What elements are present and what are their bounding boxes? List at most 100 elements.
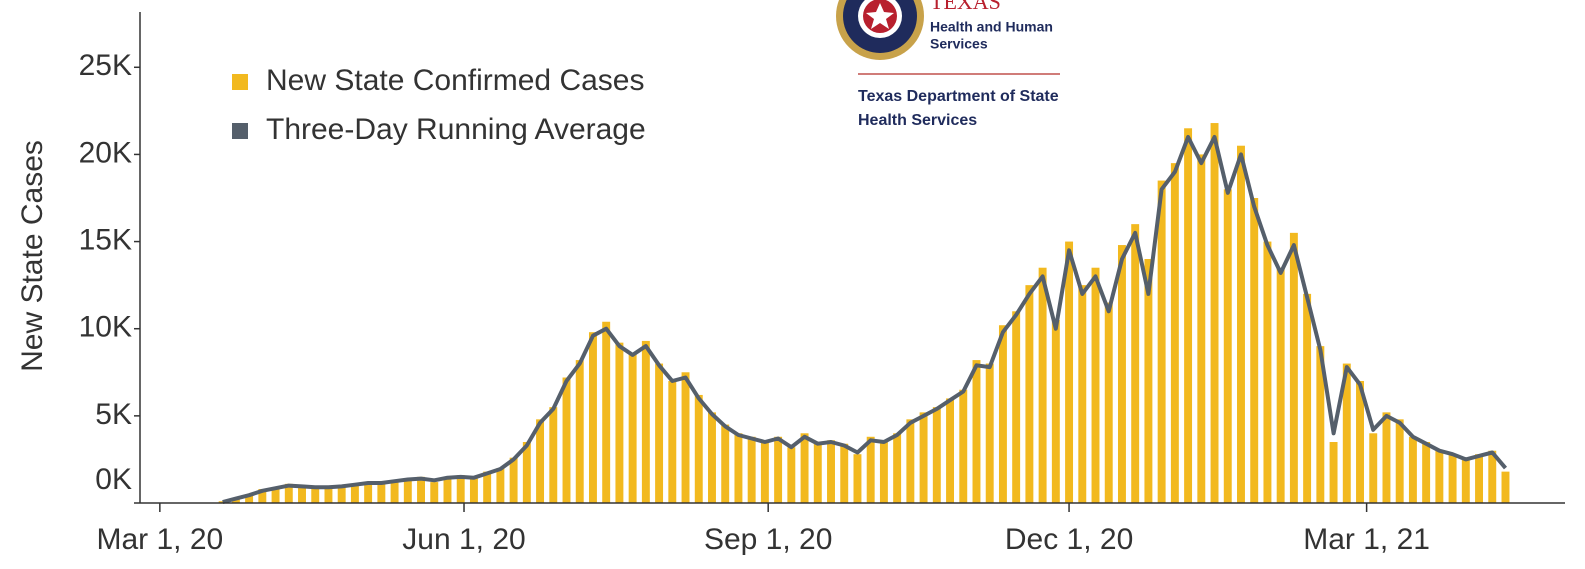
bar [1488,450,1497,503]
bar [1223,189,1232,504]
bar [1025,285,1034,503]
bar [1395,419,1404,503]
bar [1435,450,1444,503]
bar [271,487,280,503]
bar [655,363,664,503]
bar [377,483,386,503]
bar [1012,311,1021,503]
bar [456,475,465,503]
bar [985,363,994,503]
bar [1342,363,1351,503]
bar [350,483,359,503]
line [222,135,1508,505]
bar [1131,224,1140,503]
bar [258,489,267,503]
bar [734,433,743,503]
bar [879,440,888,503]
bar [893,433,902,503]
logo-text: Texas Department of State [858,88,1059,105]
bar [549,407,558,503]
bar [483,471,492,503]
bar [641,340,650,503]
bar [324,487,333,503]
bar [1356,381,1364,503]
bar [1329,442,1338,503]
bar [443,476,452,503]
bar [1170,163,1179,503]
bar [1104,302,1113,503]
bar [1250,198,1259,503]
bar [602,321,611,503]
bar [496,468,505,503]
bar [417,476,425,503]
bar [1316,346,1325,503]
bar [919,412,928,503]
bar [1501,471,1510,503]
y-tick-label: 0K [95,463,132,496]
bar [906,419,915,503]
bar [1448,454,1457,503]
y-tick-label: 10K [79,311,132,344]
bar [628,353,637,503]
bar [337,485,346,503]
y-tick-label: 20K [79,136,132,169]
legend-label: Three-Day Running Average [266,113,646,146]
bar [562,377,571,503]
bar [760,442,769,503]
logo-text: Health Services [858,112,977,129]
bar [946,398,955,503]
x-tick-label: Dec 1, 20 [1005,523,1133,556]
bar [522,442,531,503]
bar [1065,241,1074,504]
y-tick-label: 5K [95,398,132,431]
y-tick-label: 15K [79,223,132,256]
bar [853,454,862,503]
bar [469,478,478,503]
bar [932,407,941,503]
bar [1408,436,1417,503]
bar [668,381,677,503]
bar [218,501,227,503]
bar [1117,245,1126,504]
bar [1091,267,1100,503]
legend-swatch [232,123,248,139]
bar [1289,232,1298,503]
bar [1051,320,1060,503]
bar [1461,459,1470,503]
bar [509,457,518,503]
bar [787,447,796,503]
bar [1475,454,1484,503]
bar [1038,267,1047,503]
logo: TEXAS Health and Human Services Texas De… [836,0,1060,129]
bar [747,436,756,503]
bar [1382,412,1391,503]
bar [1303,293,1312,503]
bar [800,433,809,503]
y-tick-label: 25K [79,49,132,82]
bar [403,478,412,503]
bar [588,332,597,503]
bar [311,487,320,503]
bar [866,436,875,503]
bar [813,442,822,503]
bar [1157,180,1166,504]
bar [694,394,703,503]
x-tick-label: Jun 1, 20 [402,523,525,556]
x-tick-label: Mar 1, 21 [1303,523,1430,556]
bar [959,389,968,503]
bar [615,342,624,503]
bar [1144,259,1153,503]
bar [998,325,1007,503]
bar [721,424,730,503]
bar [1263,241,1272,504]
bar [1197,154,1206,503]
bar [575,360,584,503]
bar [681,372,690,503]
bar [245,494,254,503]
bar [298,485,306,503]
bar [972,360,981,503]
legend-label: New State Confirmed Cases [266,64,645,97]
bar [284,483,293,503]
bar [774,436,783,503]
logo-text: Services [930,36,988,52]
